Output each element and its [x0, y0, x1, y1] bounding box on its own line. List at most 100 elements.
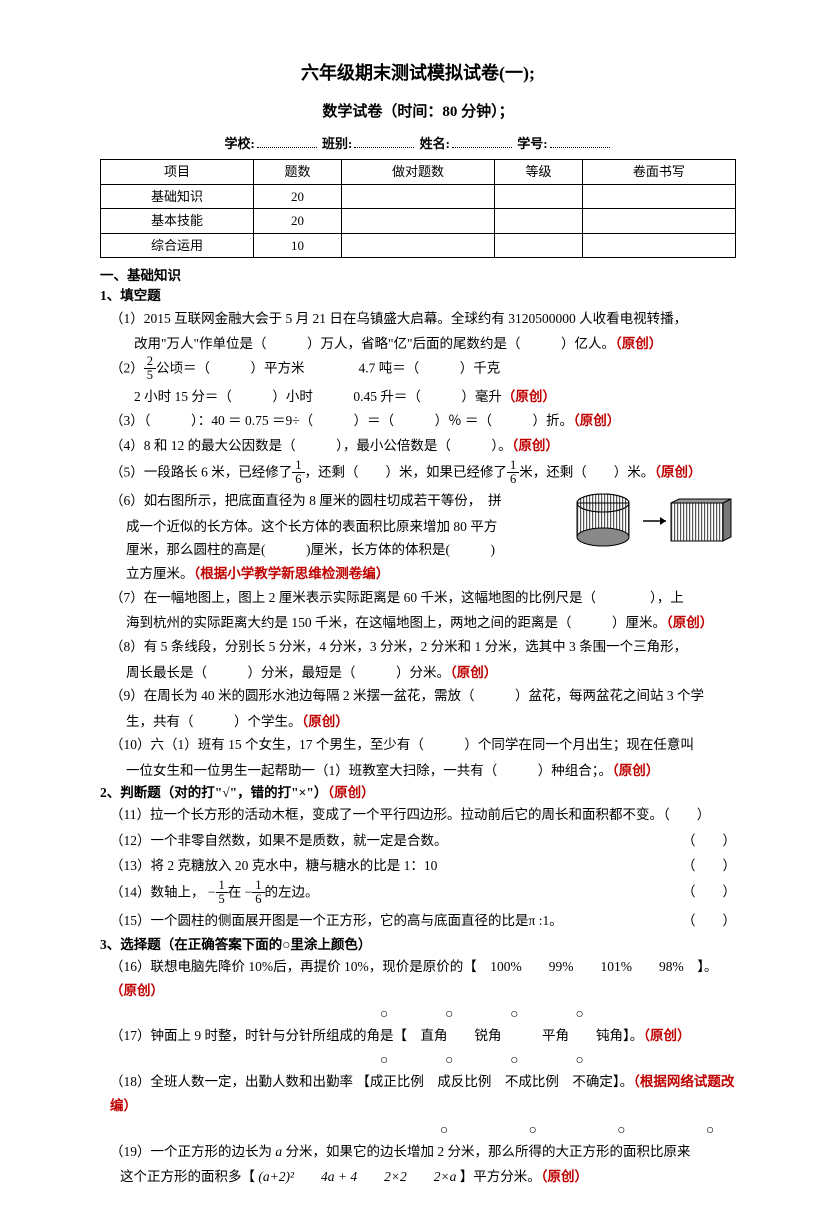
q6d: 立方厘米。（根据小学教学新思维检测卷编）: [126, 562, 736, 586]
tag-original: （原创）: [654, 465, 701, 480]
q1: （1）2015 互联网金融大会于 5 月 21 日在乌镇盛大启幕。全球约有 31…: [110, 307, 736, 331]
tag-original: （原创）: [327, 785, 374, 800]
part-1: 1、填空题: [100, 286, 736, 306]
fraction-1-6c: 16: [252, 879, 264, 906]
q10b-text: 一位女生和一位男生一起帮助一（1）班教室大扫除，一共有（ ）种组合；。: [126, 763, 612, 778]
section-1: 一、基础知识: [100, 266, 736, 286]
th-grade: 等级: [495, 160, 583, 185]
tag-original: （原创）: [502, 389, 556, 404]
q5a: （5）一段路长 6 米，已经修了: [110, 465, 292, 480]
tag-original: （原创）: [450, 665, 497, 680]
q13-text: （13）将 2 克糖放入 20 克水中，糖与糖水的比是 1：10: [110, 858, 437, 873]
q5b: ，还剩（ ）米，如果已经修了: [305, 465, 508, 480]
blank-school: [257, 147, 317, 148]
q10b: 一位女生和一位男生一起帮助一（1）班教室大扫除，一共有（ ）种组合；。（原创）: [126, 759, 736, 783]
tag-original: （原创）: [512, 438, 559, 453]
cell: [582, 184, 735, 209]
table-row: 项目 题数 做对题数 等级 卷面书写: [101, 160, 736, 185]
q14c: 的左边。: [265, 884, 319, 899]
q8b-text: 周长最长是（ ）分米，最短是（ ）分米。: [126, 665, 450, 680]
q15-text: （15）一个圆柱的侧面展开图是一个正方形，它的高与底面直径的比是π :1。: [110, 913, 563, 928]
tf-blank: （ ）: [682, 880, 736, 904]
part-2: 2、判断题（对的打"√"，错的打"×"）（原创）: [100, 783, 736, 803]
q2c-text: 2 小时 15 分＝（ ）小时 0.45 升＝（ ）毫升: [134, 389, 502, 404]
q1-text: （1）2015 互联网金融大会于 5 月 21 日在乌镇盛大启幕。全球约有 31…: [110, 311, 687, 326]
q17-circles: ○ ○ ○ ○: [380, 1050, 736, 1070]
q10a: （10）六（1）班有 15 个女生，17 个男生，至少有（ ）个同学在同一个月出…: [110, 733, 736, 757]
q2a: （2）: [110, 360, 144, 375]
q19a: （19）一个正方形的边长为: [110, 1144, 272, 1159]
blank-id: [550, 147, 610, 148]
part2-text: 2、判断题（对的打"√"，错的打"×"）: [100, 785, 327, 800]
tag-source: （根据小学教学新思维检测卷编）: [194, 566, 390, 581]
q9b-text: 生，共有（ ）个学生。: [126, 714, 302, 729]
q1b-text: 改用"万人"作单位是（ ）万人，省略"亿"后面的尾数约是（ ）亿人。: [134, 336, 615, 351]
q16-circles: ○ ○ ○ ○: [380, 1004, 736, 1024]
tag-original: （原创）: [541, 1169, 588, 1184]
q6d-text: 立方厘米。: [126, 566, 194, 581]
cell: 基础知识: [101, 184, 254, 209]
blank-name: [452, 147, 512, 148]
tf-blank: （ ）: [682, 854, 736, 878]
q8b: 周长最长是（ ）分米，最短是（ ）分米。（原创）: [126, 661, 736, 685]
q4-text: （4）8 和 12 的最大公因数是（ ），最小公倍数是（ ）。: [110, 438, 512, 453]
tag-original: （原创）: [302, 714, 349, 729]
part-3: 3、选择题（在正确答案下面的○里涂上颜色）: [100, 935, 736, 955]
cell: [341, 184, 494, 209]
cell: 基本技能: [101, 209, 254, 234]
q5c: 米，还剩（ ）米。: [519, 465, 654, 480]
q16: （16）联想电脑先降价 10%后，再提价 10%，现价是原价的【 100% 99…: [110, 955, 736, 1002]
q3: （3）（ ）：40 ＝ 0.75 ＝9÷（ ）＝（ ）％ ＝（ ）折。（原创）: [110, 409, 736, 433]
q2c: 2 小时 15 分＝（ ）小时 0.45 升＝（ ）毫升（原创）: [134, 385, 736, 409]
label-class: 班别:: [322, 136, 352, 151]
th-writing: 卷面书写: [582, 160, 735, 185]
q18-circles: ○ ○ ○ ○: [440, 1120, 736, 1140]
q18-text: （18）全班人数一定，出勤人数和出勤率 【成正比例 成反比例 不成比例 不确定】…: [110, 1074, 633, 1089]
info-line: 学校: 班别: 姓名: 学号:: [100, 134, 736, 154]
cell: 20: [254, 184, 342, 209]
th-count: 题数: [254, 160, 342, 185]
cell: [495, 209, 583, 234]
q5: （5）一段路长 6 米，已经修了16，还剩（ ）米，如果已经修了16米，还剩（ …: [110, 460, 736, 487]
q17-text: （17）钟面上 9 时整，时针与分针所组成的角是【 直角 锐角 平角 钝角】。: [110, 1028, 643, 1043]
q19: （19）一个正方形的边长为 a 分米，如果它的边长增加 2 分米，那么所得的大正…: [110, 1140, 736, 1164]
q11: （11）拉一个长方形的活动木框，变成了一个平行四边形。拉动前后它的周长和面积都不…: [110, 803, 736, 827]
q4: （4）8 和 12 的最大公因数是（ ），最小公倍数是（ ）。（原创）: [110, 434, 736, 458]
table-row: 综合运用10: [101, 233, 736, 258]
fraction-1-6b: 16: [507, 459, 519, 486]
q9b: 生，共有（ ）个学生。（原创）: [126, 710, 736, 734]
q13: （13）将 2 克糖放入 20 克水中，糖与糖水的比是 1：10 （ ）: [110, 854, 736, 878]
label-school: 学校:: [224, 136, 254, 151]
label-id: 学号:: [517, 136, 547, 151]
cell: 10: [254, 233, 342, 258]
cell: [582, 233, 735, 258]
q19b: 分米，如果它的边长增加 2 分米，那么所得的大正方形的面积比原来: [286, 1144, 691, 1159]
q19d: 】平方分米。: [460, 1169, 541, 1184]
q1b: 改用"万人"作单位是（ ）万人，省略"亿"后面的尾数约是（ ）亿人。（原创）: [134, 332, 736, 356]
tag-original: （原创）: [110, 983, 164, 998]
q3-text: （3）（ ）：40 ＝ 0.75 ＝9÷（ ）＝（ ）％ ＝（ ）折。: [110, 413, 573, 428]
q19c-text: 这个正方形的面积多【: [120, 1169, 255, 1184]
cell: [495, 233, 583, 258]
q18: （18）全班人数一定，出勤人数和出勤率 【成正比例 成反比例 不成比例 不确定】…: [110, 1070, 736, 1117]
fraction-1-5: 15: [216, 879, 228, 906]
tag-original: （原创）: [612, 763, 659, 778]
q14: （14）数轴上， −15在 −16的左边。（ ）: [110, 880, 736, 907]
title-main: 六年级期末测试模拟试卷(一);: [100, 60, 736, 87]
q12-text: （12）一个非零自然数，如果不是质数，就一定是合数。: [110, 833, 448, 848]
q7b-text: 海到杭州的实际距离大约是 150 千米，在这幅地图上，两地之间的距离是（ ）厘米…: [126, 615, 666, 630]
cell: 20: [254, 209, 342, 234]
q16-text: （16）联想电脑先降价 10%后，再提价 10%，现价是原价的【 100% 99…: [110, 959, 717, 974]
cell: [341, 209, 494, 234]
cell: [582, 209, 735, 234]
table-row: 基础知识20: [101, 184, 736, 209]
cell: 综合运用: [101, 233, 254, 258]
tag-original: （原创）: [615, 336, 662, 351]
th-item: 项目: [101, 160, 254, 185]
q9a: （9）在周长为 40 米的圆形水池边每隔 2 米摆一盆花，需放（ ）盆花，每两盆…: [110, 684, 736, 708]
table-row: 基本技能20: [101, 209, 736, 234]
q2b: 公顷＝（ ）平方米 4.7 吨＝（ ）千克: [156, 360, 500, 375]
tag-original: （原创）: [573, 413, 620, 428]
tag-original: （原创）: [666, 615, 713, 630]
title-sub: 数学试卷（时间：80 分钟）；: [100, 101, 736, 124]
